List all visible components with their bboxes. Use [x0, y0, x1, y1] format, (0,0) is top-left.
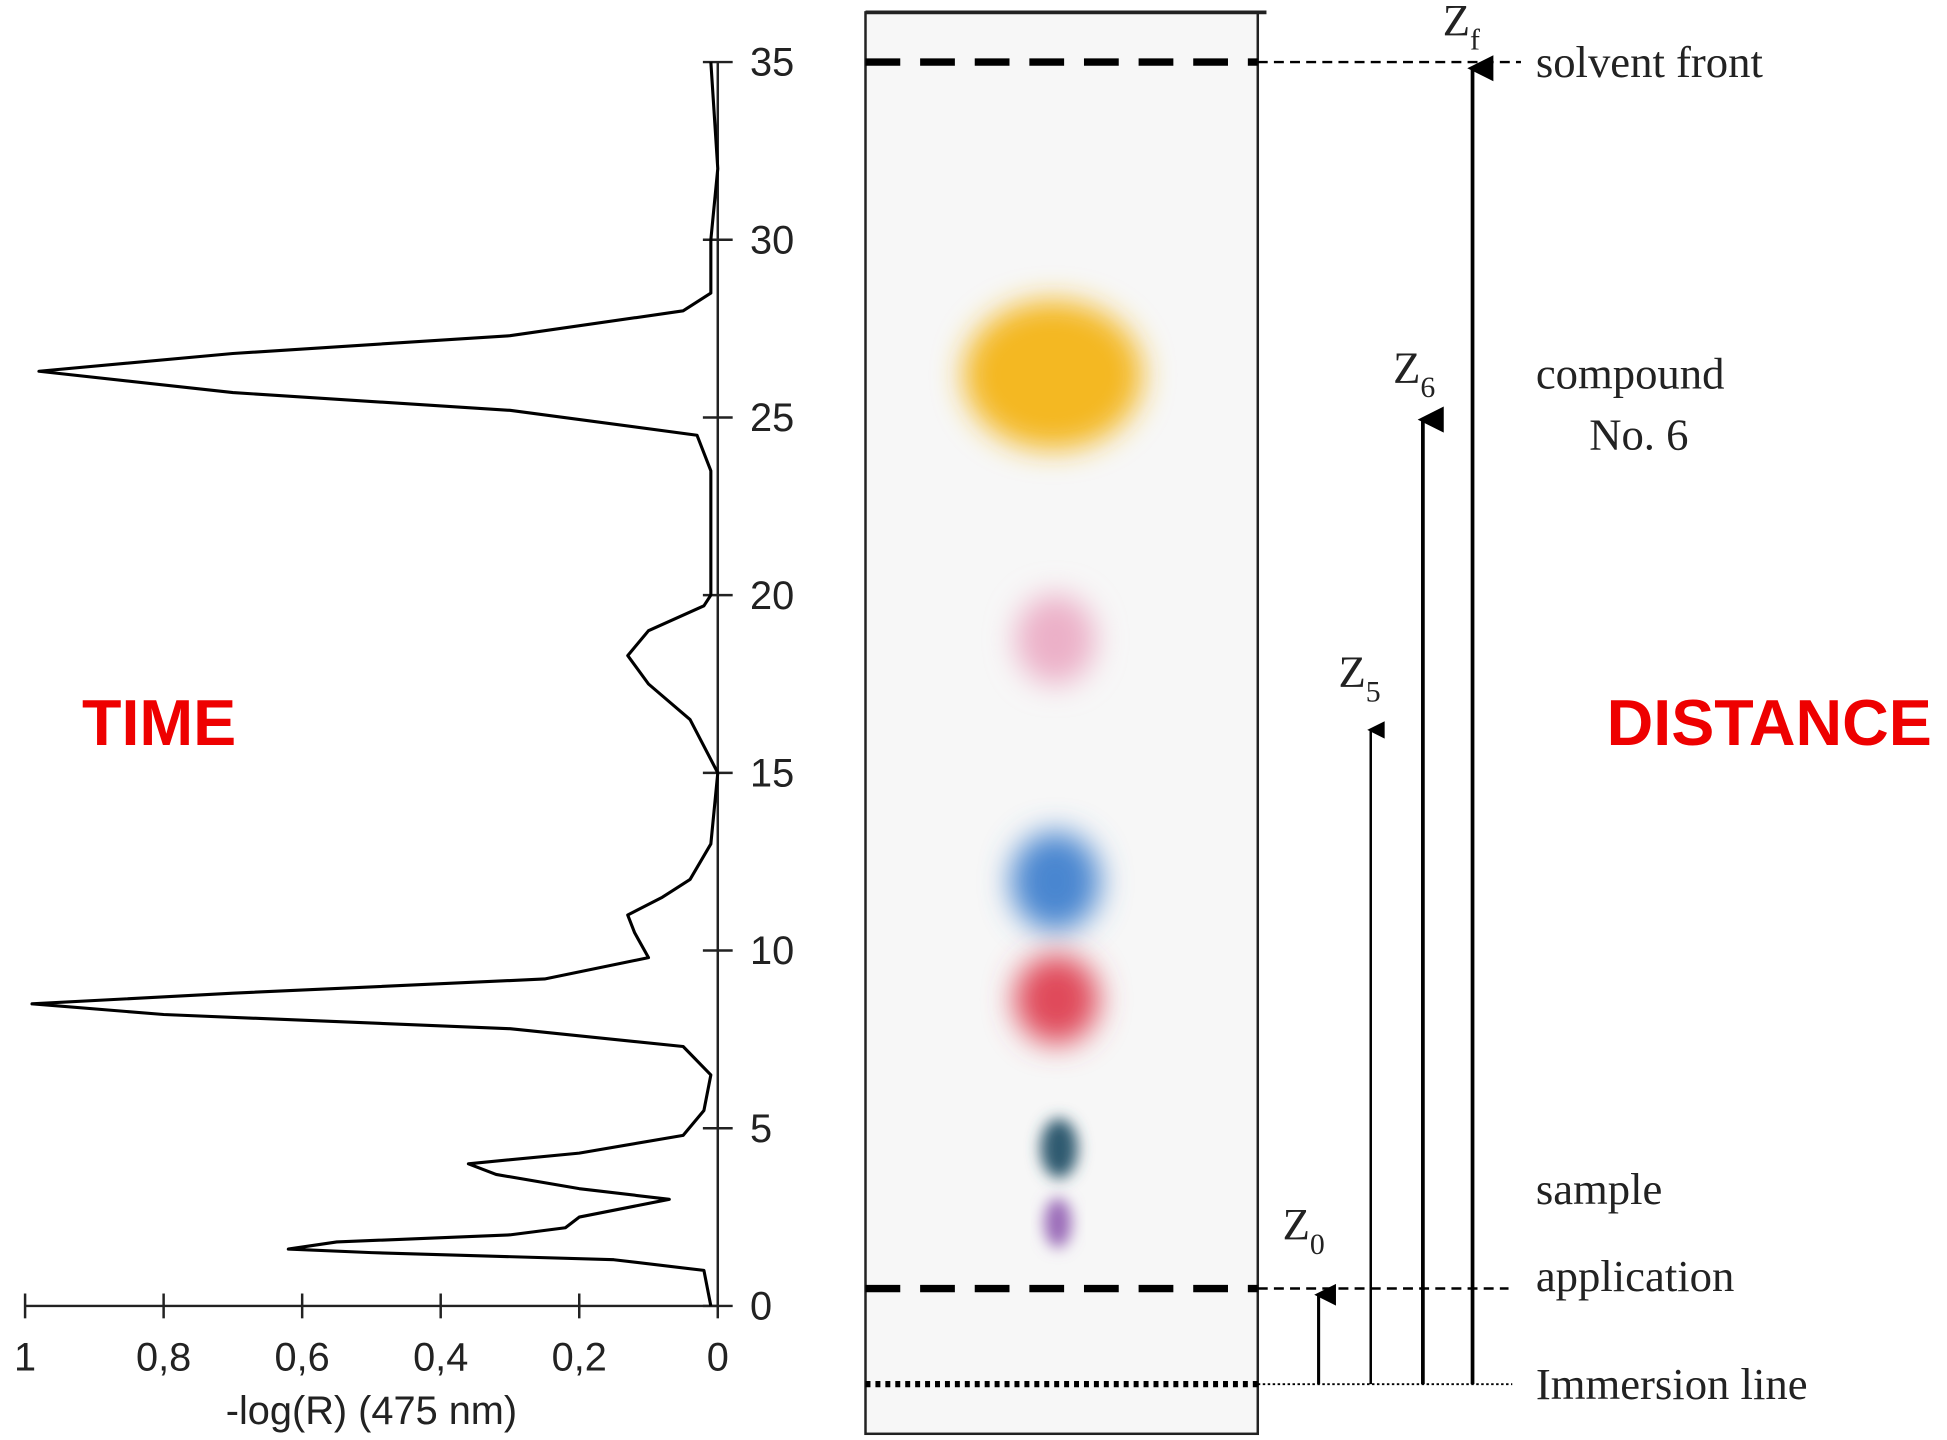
figure: 10,80,60,40,2005101520253035-log(R) (475…	[0, 0, 1947, 1440]
z-label: Z0	[1283, 1199, 1325, 1261]
x-tick-label: 0,2	[552, 1335, 607, 1379]
label: sample	[1536, 1164, 1663, 1214]
y-tick-label: 25	[750, 396, 794, 440]
z-sub: 6	[1420, 371, 1435, 404]
z-sub: f	[1470, 24, 1480, 57]
label: application	[1536, 1251, 1734, 1301]
x-tick-label: 0,6	[275, 1335, 330, 1379]
spot	[1041, 1118, 1078, 1178]
line	[32, 62, 718, 1306]
y-tick-label: 0	[750, 1285, 772, 1329]
x-tick-label: 0	[707, 1335, 729, 1379]
x-tick-label: 0,8	[136, 1335, 191, 1379]
annotation: TIME	[82, 687, 236, 759]
spot	[1044, 1198, 1071, 1248]
x-tick-label: 0,4	[413, 1335, 468, 1379]
z-sub: 0	[1310, 1228, 1325, 1261]
label: No. 6	[1589, 409, 1688, 459]
spot	[1016, 595, 1095, 684]
spot	[1011, 832, 1100, 931]
z-label: Z6	[1393, 342, 1435, 404]
z-base: Z	[1443, 0, 1470, 45]
y-tick-label: 15	[750, 752, 794, 796]
axis-title: -log(R) (475 nm)	[226, 1389, 517, 1433]
y-tick-label: 20	[750, 574, 794, 618]
y-tick-label: 10	[750, 929, 794, 973]
y-tick-label: 35	[750, 41, 794, 85]
z-label: Z5	[1338, 646, 1380, 708]
spot	[1014, 955, 1098, 1044]
tlc-plate	[866, 12, 1521, 1433]
z-label: Zf	[1443, 0, 1480, 57]
z-base: Z	[1338, 646, 1365, 696]
label: Immersion line	[1536, 1359, 1808, 1409]
label: compound	[1536, 349, 1725, 399]
y-tick-label: 30	[750, 218, 794, 262]
z-sub: 5	[1366, 675, 1381, 708]
x-tick-label: 1	[14, 1335, 36, 1379]
z-base: Z	[1393, 342, 1420, 392]
spot	[964, 300, 1143, 449]
label: solvent front	[1536, 37, 1764, 87]
y-tick-label: 5	[750, 1107, 772, 1151]
annotation: DISTANCE	[1607, 687, 1932, 759]
z-base: Z	[1283, 1199, 1310, 1249]
